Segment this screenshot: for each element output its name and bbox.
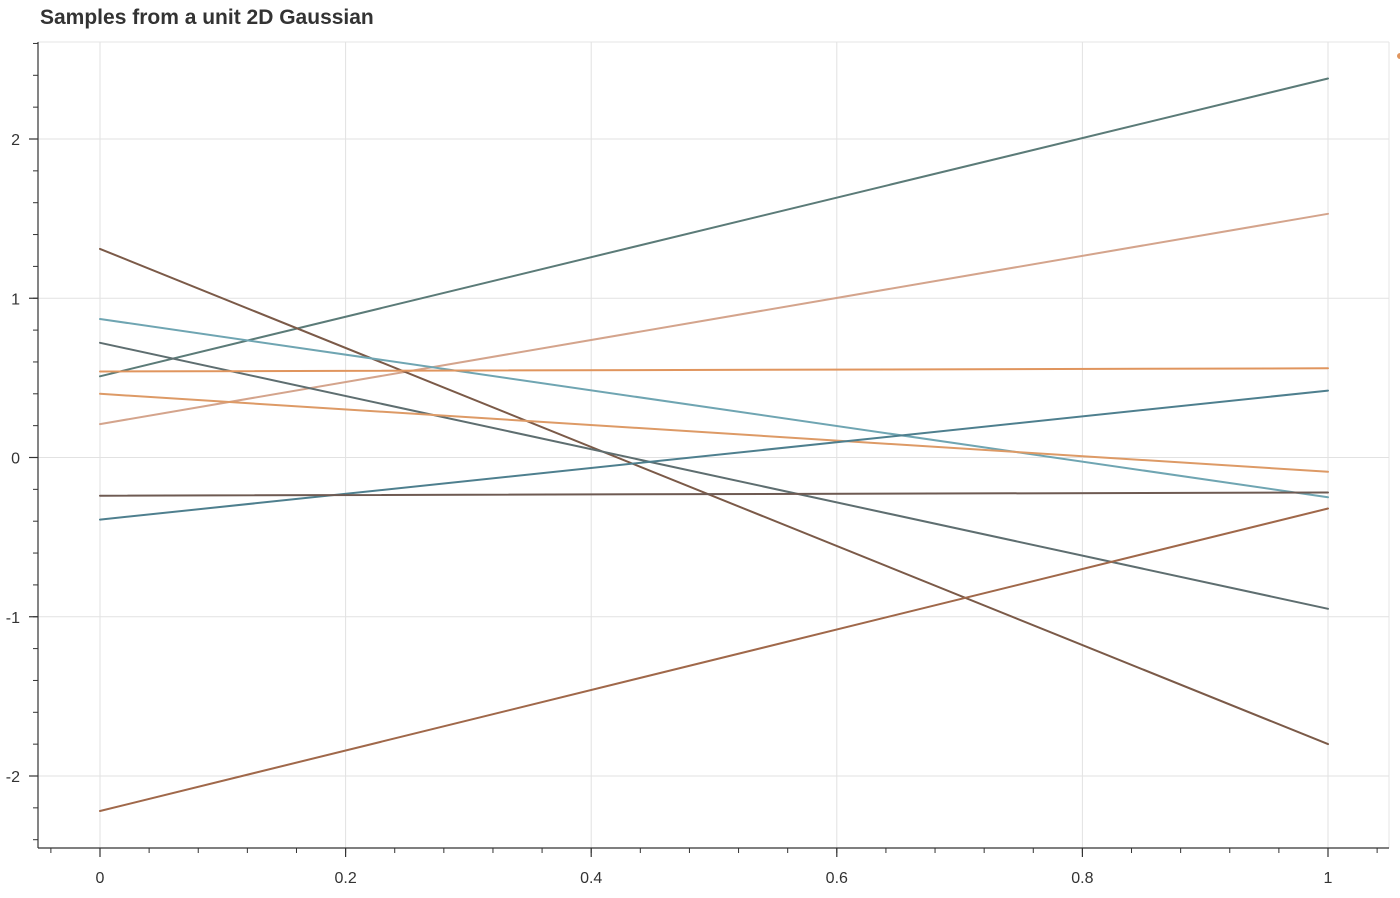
x-tick-label: 0 — [96, 870, 105, 887]
x-tick-label: 1 — [1324, 870, 1333, 887]
y-tick-label: -2 — [6, 769, 20, 786]
series-line-2 — [99, 212, 1329, 426]
series-line-7 — [99, 392, 1329, 473]
x-tick-label: 0.2 — [334, 870, 356, 887]
y-tick-label: -1 — [6, 610, 20, 627]
series-line-1 — [99, 77, 1329, 378]
axis-layer: 0 0.2 0.4 0.6 0.8 1 -2 -1 0 1 2 — [6, 42, 1389, 887]
legend-marker — [1397, 53, 1400, 59]
series-line-6 — [99, 367, 1329, 373]
series-line-5 — [99, 341, 1329, 610]
series-line-4 — [99, 318, 1329, 499]
y-tick-label: 1 — [11, 291, 20, 308]
x-tick-label: 0.8 — [1071, 870, 1093, 887]
x-tick-label: 0.6 — [826, 870, 848, 887]
chart-title: Samples from a unit 2D Gaussian — [40, 6, 374, 29]
y-tick-label: 0 — [11, 451, 20, 468]
plot-frame — [38, 41, 1390, 848]
y-tick-label: 2 — [11, 132, 20, 149]
series-line-8 — [99, 389, 1329, 521]
grid-layer — [38, 42, 1389, 848]
series-line-9 — [99, 491, 1329, 497]
legend-marker-layer — [1397, 53, 1400, 59]
series-layer — [99, 77, 1329, 812]
x-tick-label: 0.4 — [580, 870, 602, 887]
series-line-3 — [99, 247, 1329, 746]
series-line-10 — [99, 507, 1329, 812]
